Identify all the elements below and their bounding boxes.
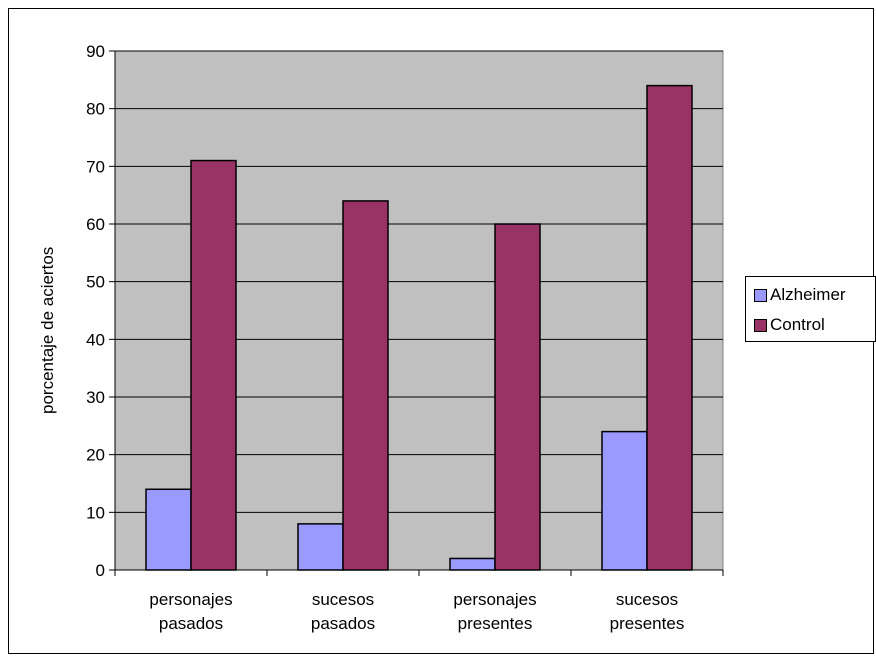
legend: Alzheimer Control: [745, 276, 876, 342]
y-tick-label: 70: [86, 157, 105, 176]
bar-alzheimer-2: [297, 523, 344, 571]
y-tick-label: 0: [96, 561, 105, 580]
legend-swatch-alzheimer: [754, 288, 767, 302]
legend-label-alzheimer: Alzheimer: [770, 285, 846, 304]
y-tick-label: 90: [86, 42, 105, 61]
x-tick-label: pasados: [311, 614, 375, 633]
y-tick-label: 20: [86, 446, 105, 465]
x-tick-label: presentes: [458, 614, 533, 633]
legend-item-control: Control: [754, 315, 825, 335]
y-tick-label: 30: [86, 388, 105, 407]
legend-label-control: Control: [770, 315, 825, 334]
x-tick-label: personajes: [149, 590, 232, 609]
y-tick-label: 80: [86, 100, 105, 119]
bar-alzheimer-1: [145, 488, 192, 571]
bar-control-1: [190, 159, 237, 571]
bar-control-3: [494, 223, 541, 571]
y-axis-label: porcentaje de aciertos: [38, 246, 57, 414]
legend-item-alzheimer: Alzheimer: [754, 285, 846, 305]
bar-alzheimer-3: [449, 557, 496, 571]
y-tick-label: 60: [86, 215, 105, 234]
x-tick-label: sucesos: [616, 590, 678, 609]
y-tick-label: 40: [86, 330, 105, 349]
x-tick-label: sucesos: [312, 590, 374, 609]
y-tick-label: 10: [86, 503, 105, 522]
bar-control-4: [646, 84, 693, 571]
y-tick-label: 50: [86, 273, 105, 292]
bar-alzheimer-4: [601, 430, 648, 571]
x-tick-label: personajes: [453, 590, 536, 609]
legend-swatch-control: [754, 318, 767, 332]
bar-control-2: [342, 200, 389, 571]
x-tick-label: pasados: [159, 614, 223, 633]
x-tick-label: presentes: [610, 614, 685, 633]
